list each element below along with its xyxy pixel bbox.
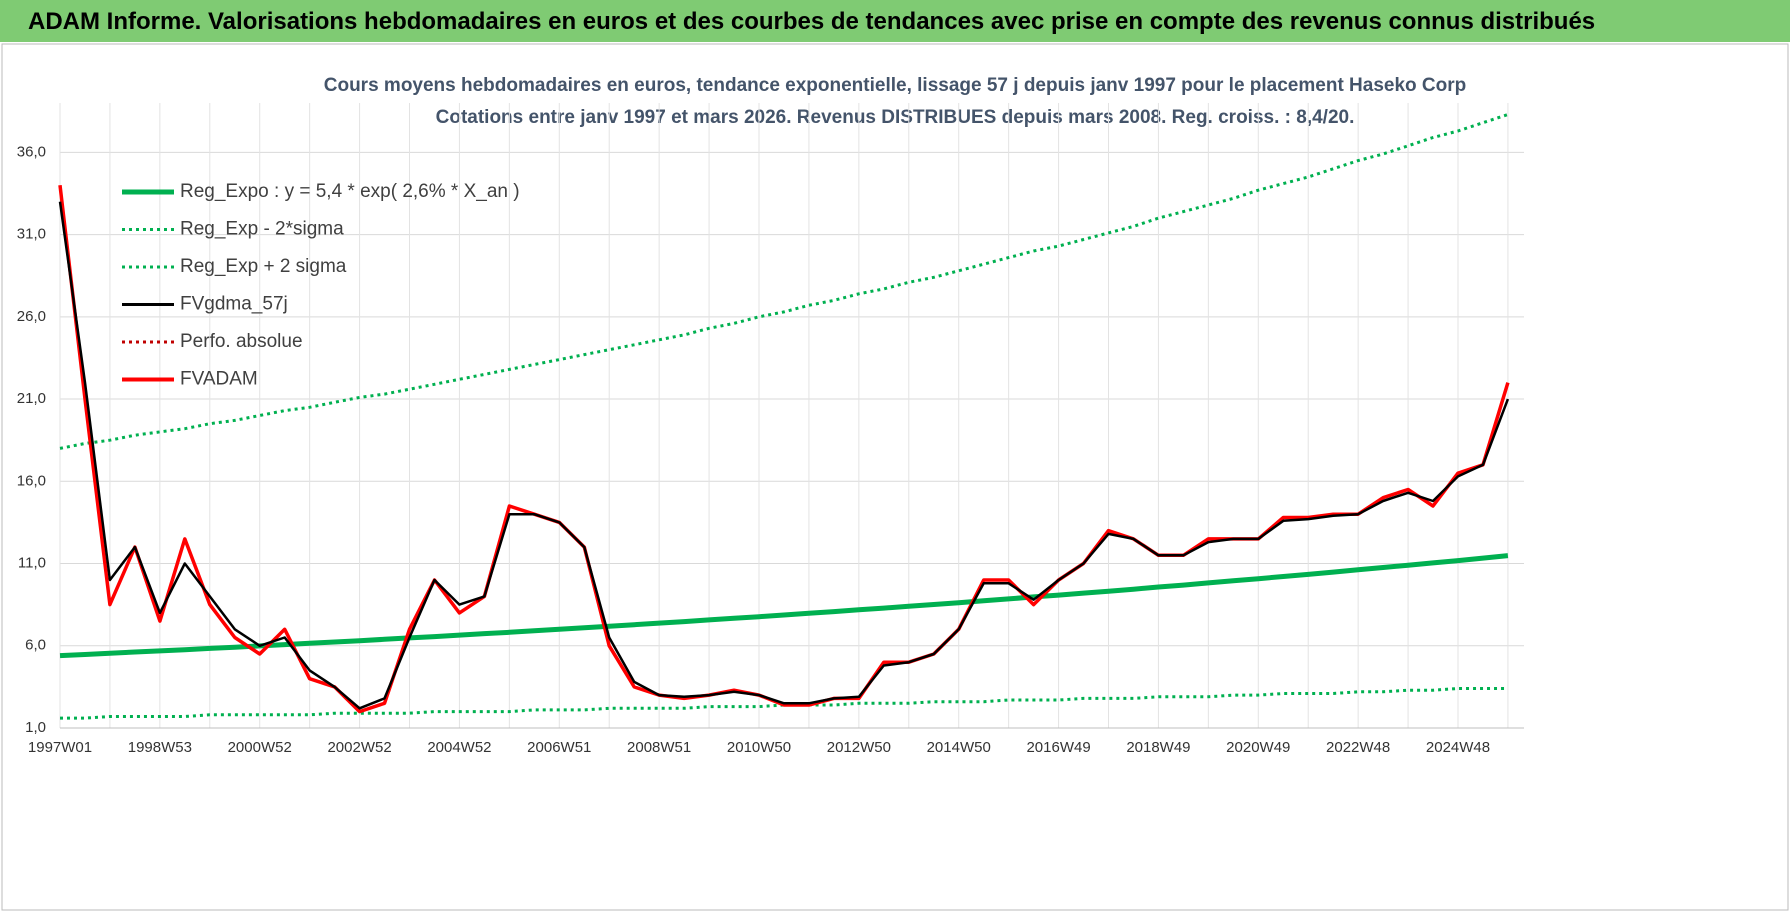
banner-title: ADAM Informe. Valorisations hebdomadaire…	[28, 8, 1596, 35]
x-tick-label: 2022W48	[1326, 739, 1390, 756]
banner: ADAM Informe. Valorisations hebdomadaire…	[0, 0, 1790, 42]
chart-title: Cours moyens hebdomadaires en euros, ten…	[324, 75, 1467, 96]
x-tick-label: 1997W01	[28, 739, 92, 756]
legend-label: Reg_Exp - 2*sigma	[180, 219, 344, 240]
x-tick-label: 2004W52	[427, 739, 491, 756]
x-tick-label: 2006W51	[527, 739, 591, 756]
y-tick-label: 11,0	[18, 554, 46, 571]
x-tick-label: 2000W52	[228, 739, 292, 756]
x-tick-label: 2020W49	[1226, 739, 1290, 756]
legend-label: Reg_Exp + 2 sigma	[180, 256, 347, 277]
x-tick-label: 2016W49	[1026, 739, 1090, 756]
x-tick-label: 2010W50	[727, 739, 791, 756]
legend-label: Perfo. absolue	[180, 331, 303, 352]
x-tick-label: 2018W49	[1126, 739, 1190, 756]
y-tick-label: 36,0	[17, 143, 46, 160]
x-tick-label: 2008W51	[627, 739, 691, 756]
series-line	[58, 201, 1510, 710]
chart-frame	[1, 43, 1789, 911]
x-tick-label: 2012W50	[827, 739, 891, 756]
chart-subtitle: Cotations entre janv 1997 et mars 2026. …	[436, 107, 1355, 128]
x-tick-label: 2024W48	[1426, 739, 1490, 756]
legend-label: FVADAM	[180, 369, 258, 390]
series-line	[59, 113, 1509, 450]
y-tick-label: 16,0	[17, 472, 46, 489]
x-tick-label: 2014W50	[927, 739, 991, 756]
y-tick-label: 1,0	[25, 719, 46, 736]
y-tick-label: 6,0	[25, 637, 46, 654]
series-line	[59, 553, 1509, 659]
legend-label: FVgdma_57j	[180, 294, 288, 315]
x-tick-label: 2002W52	[327, 739, 391, 756]
legend-label: Reg_Expo : y = 5,4 * exp( 2,6% * X_an )	[180, 181, 520, 202]
y-tick-label: 31,0	[17, 226, 46, 243]
y-tick-label: 26,0	[17, 308, 46, 325]
y-tick-label: 21,0	[17, 390, 46, 407]
x-tick-label: 1998W53	[128, 739, 192, 756]
